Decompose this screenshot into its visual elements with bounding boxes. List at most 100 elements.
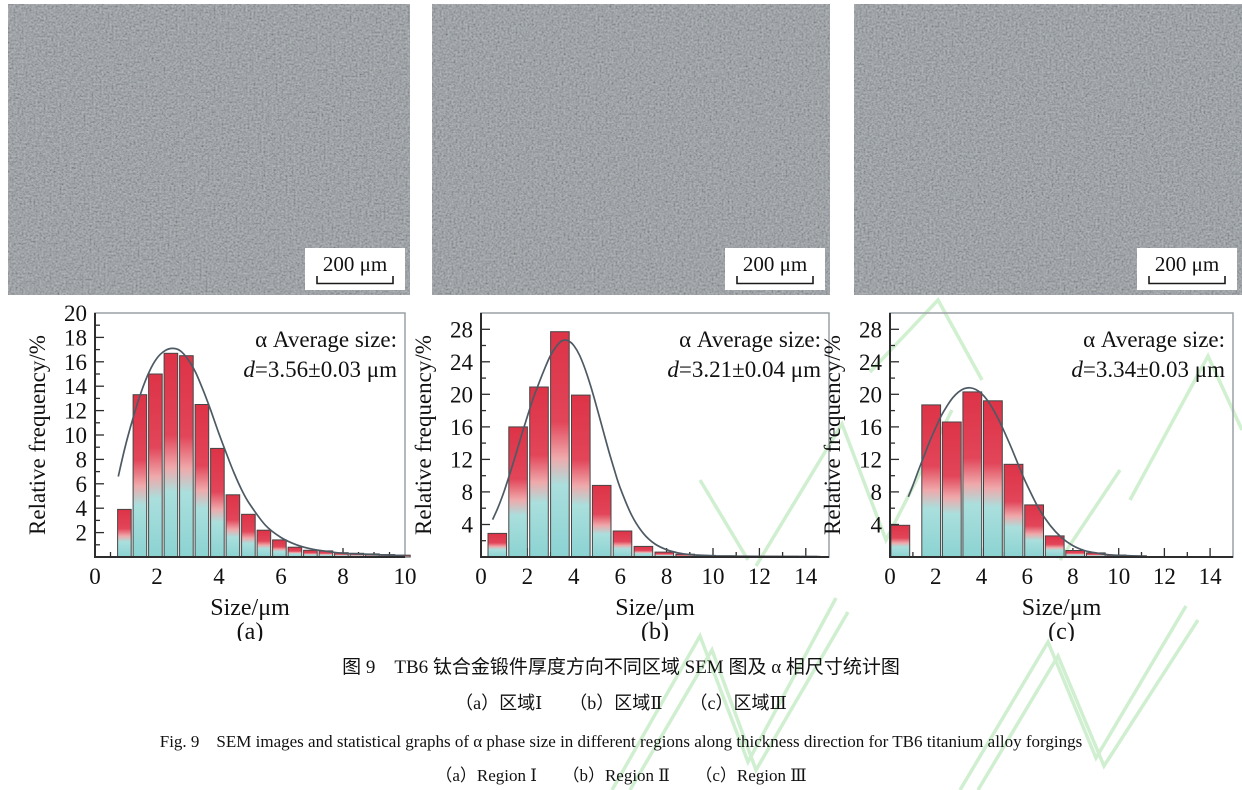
y-tick-label: 6 <box>76 472 88 497</box>
bar <box>210 447 225 558</box>
panel-label: (a) <box>237 619 264 641</box>
bar <box>256 529 272 558</box>
y-tick-label: 16 <box>859 415 882 440</box>
bar <box>591 484 612 558</box>
x-tick-label: 10 <box>1107 564 1130 589</box>
x-tick-label: 6 <box>275 564 287 589</box>
x-tick-label: 4 <box>568 564 580 589</box>
histogram-region-3: 4 8 12 16 20 24 28 0 2 4 6 8 10 12 14 Relative frequenc… <box>820 303 1242 645</box>
bars <box>890 391 1147 558</box>
sem-image-region-2: 200 μm <box>432 4 830 295</box>
panel-label: (c) <box>1048 619 1075 641</box>
bar <box>983 400 1003 558</box>
y-tick-label: 28 <box>859 317 882 342</box>
bar <box>287 546 303 558</box>
bar <box>1003 463 1024 558</box>
x-tick-label: 8 <box>337 564 349 589</box>
axes <box>889 313 1233 558</box>
caption-en-sub: （a）Region Ⅰ （b）Region Ⅱ （c）Region Ⅲ <box>435 766 807 785</box>
x-tick-label: 0 <box>475 564 487 589</box>
y-tick-label: 12 <box>859 447 882 472</box>
bar <box>303 549 318 558</box>
annotation-average-size-line1: α Average size: <box>255 327 397 352</box>
histogram-region-2: 4 8 12 16 20 24 28 0 2 4 6 8 10 12 14 Relative frequenc… <box>411 303 843 645</box>
y-tick-label: 20 <box>859 382 882 407</box>
watermark-stroke <box>868 297 984 381</box>
x-tick-label: 0 <box>884 564 896 589</box>
sem-micrograph-texture <box>8 4 410 295</box>
y-tick-label: 12 <box>64 399 87 424</box>
x-tick-label: 4 <box>213 564 225 589</box>
bar <box>163 352 179 558</box>
y-tick-label: 16 <box>64 350 87 375</box>
x-tick-label: 10 <box>702 564 725 589</box>
axes <box>94 313 405 558</box>
bar <box>117 508 132 558</box>
y-tick-label: 8 <box>76 447 88 472</box>
x-tick-label: 12 <box>748 564 771 589</box>
y-tick-label: 20 <box>450 382 473 407</box>
y-tick-label: 8 <box>871 480 883 505</box>
x-tick-label: 14 <box>1199 564 1223 589</box>
bar <box>272 539 287 558</box>
x-tick-label: 2 <box>930 564 942 589</box>
annotation-average-size-line2: d=3.34±0.03 μm <box>1071 357 1225 382</box>
watermark-stroke <box>610 597 838 790</box>
caption-zh-title: 图 9 TB6 钛合金锻件厚度方向不同区域 SEM 图及 α 相尺寸统计图 <box>342 657 900 678</box>
scale-bar-bracket <box>316 276 394 285</box>
scale-bar-label: 200 μm <box>742 252 808 276</box>
y-tick-label: 14 <box>64 374 88 399</box>
bar <box>890 524 911 558</box>
x-tick-label: 2 <box>151 564 163 589</box>
axes <box>480 313 829 558</box>
y-axis-title: Relative frequency/% <box>411 335 436 535</box>
scale-bar: 200 μm <box>305 248 405 290</box>
watermark-stroke <box>1058 469 1122 561</box>
scale-bar-bracket <box>1148 276 1226 285</box>
sem-image-region-3: 200 μm <box>854 4 1242 295</box>
y-tick-label: 10 <box>64 423 87 448</box>
bar <box>148 373 163 558</box>
y-tick-label: 12 <box>450 447 473 472</box>
bar <box>921 404 942 558</box>
bar <box>633 545 654 558</box>
x-axis-title: Size/μm <box>615 595 695 621</box>
scale-bar-bracket <box>736 276 814 285</box>
x-tick-label: 12 <box>1153 564 1176 589</box>
bar <box>132 394 148 558</box>
y-axis-title: Relative frequency/% <box>25 335 50 535</box>
y-tick-label: 4 <box>462 513 474 538</box>
bar <box>1044 535 1065 558</box>
bar <box>612 530 633 558</box>
panel-label: (b) <box>641 619 669 641</box>
annotation-average-size-line1: α Average size: <box>679 327 821 352</box>
x-tick-label: 4 <box>976 564 988 589</box>
y-tick-label: 4 <box>76 496 88 521</box>
scale-bar: 200 μm <box>1137 248 1237 290</box>
x-axis-title: Size/μm <box>1022 595 1102 621</box>
scale-bar-label: 200 μm <box>1154 252 1220 276</box>
caption-zh-sub: （a）区域Ⅰ （b）区域Ⅱ （c）区域Ⅲ <box>455 693 787 713</box>
y-tick-label: 24 <box>859 350 883 375</box>
x-tick-label: 10 <box>394 564 417 589</box>
x-tick-label: 0 <box>89 564 101 589</box>
histogram-region-1: 2 4 6 8 10 12 14 16 18 20 0 2 4 6 8 10 Relative frequenc… <box>25 301 417 645</box>
y-tick-label: 16 <box>450 415 473 440</box>
watermark-stroke <box>698 479 750 561</box>
bar <box>225 494 241 558</box>
x-tick-label: 8 <box>661 564 673 589</box>
x-axis-title: Size/μm <box>210 595 290 621</box>
bar <box>487 532 508 558</box>
scale-bar: 200 μm <box>725 248 825 290</box>
bar <box>529 386 549 558</box>
y-tick-label: 20 <box>64 303 87 326</box>
annotation-average-size-line1: α Average size: <box>1083 327 1225 352</box>
bar <box>179 355 194 558</box>
y-tick-label: 18 <box>64 325 87 350</box>
